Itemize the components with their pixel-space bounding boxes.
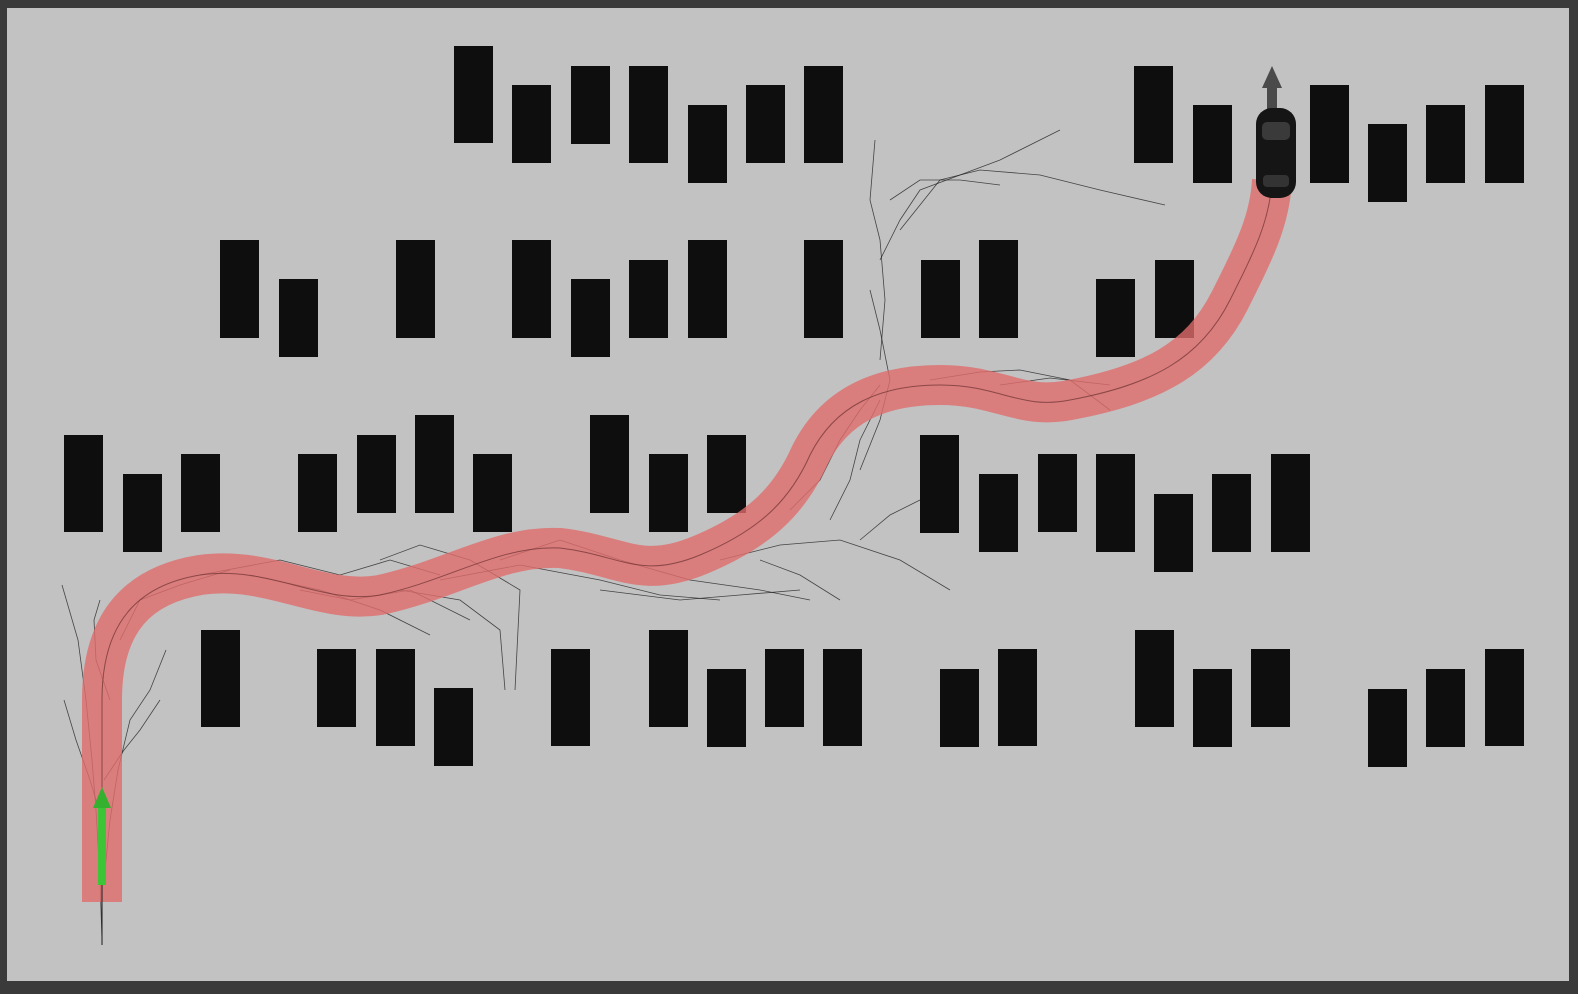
parked-car xyxy=(1271,454,1310,552)
parked-car xyxy=(1212,474,1251,552)
car-rear-window xyxy=(1263,175,1289,187)
parked-car xyxy=(1154,494,1193,572)
parked-car xyxy=(921,260,960,338)
parked-car xyxy=(979,240,1018,338)
parked-car xyxy=(317,649,356,727)
green-arrow-icon xyxy=(93,787,111,808)
parked-car xyxy=(571,66,610,144)
parked-car xyxy=(123,474,162,552)
parked-car xyxy=(1251,649,1290,727)
parked-car xyxy=(979,474,1018,552)
parked-car xyxy=(707,435,746,513)
parked-car xyxy=(649,454,688,532)
parked-car xyxy=(64,435,103,532)
parked-car xyxy=(1193,669,1232,747)
parked-car xyxy=(649,630,688,727)
parked-car xyxy=(1485,649,1524,746)
start-marker xyxy=(93,787,111,945)
parked-car xyxy=(571,279,610,357)
search-tree-branch xyxy=(879,129,1061,261)
goal-vehicle xyxy=(1256,66,1296,198)
search-tree-branch xyxy=(759,559,841,601)
parked-car xyxy=(454,46,493,143)
parked-car xyxy=(1310,85,1349,183)
parked-car xyxy=(1368,689,1407,767)
parked-car xyxy=(551,649,590,746)
parked-car xyxy=(512,85,551,163)
parked-car xyxy=(1155,260,1194,338)
search-tree-branch xyxy=(859,499,921,541)
search-tree-branch xyxy=(869,139,886,361)
parked-car xyxy=(629,260,668,338)
parked-car xyxy=(920,435,959,533)
parked-car xyxy=(1096,279,1135,357)
search-tree-branch xyxy=(719,539,951,591)
car-windshield xyxy=(1262,122,1290,140)
parked-car xyxy=(590,415,629,513)
parked-car xyxy=(512,240,551,338)
planned-path-centerline xyxy=(101,179,1273,902)
parked-car xyxy=(396,240,435,338)
start-arrow-shaft xyxy=(98,805,106,885)
parked-car xyxy=(1368,124,1407,202)
parked-car xyxy=(688,105,727,183)
parked-car xyxy=(746,85,785,163)
up-arrow-icon xyxy=(1262,66,1282,88)
search-tree-branch xyxy=(889,179,1001,201)
parked-car xyxy=(1134,66,1173,163)
parked-car xyxy=(1096,454,1135,552)
parked-car xyxy=(1426,105,1465,183)
parked-car xyxy=(1193,105,1232,183)
parked-car xyxy=(998,649,1037,746)
parked-car xyxy=(707,669,746,747)
search-tree-branch xyxy=(899,169,1166,231)
parked-car xyxy=(1485,85,1524,183)
goal-arrow-shaft xyxy=(1267,86,1277,116)
parked-car xyxy=(279,279,318,357)
parked-cars-layer xyxy=(64,46,1524,767)
parked-car xyxy=(1426,669,1465,747)
parked-car xyxy=(220,240,259,338)
parked-car xyxy=(434,688,473,766)
parked-car xyxy=(298,454,337,532)
parked-car xyxy=(1038,454,1077,532)
parked-car xyxy=(765,649,804,727)
parked-car xyxy=(357,435,396,513)
search-tree-branch xyxy=(599,589,801,601)
search-tree-branch xyxy=(829,399,881,521)
parked-car xyxy=(473,454,512,532)
parked-car xyxy=(181,454,220,532)
parked-car xyxy=(629,66,668,163)
parked-car xyxy=(201,630,240,727)
parked-car xyxy=(376,649,415,746)
parked-car xyxy=(415,415,454,513)
parked-car xyxy=(804,240,843,338)
planned-path xyxy=(82,178,1292,902)
parked-car xyxy=(823,649,862,746)
parked-car xyxy=(940,669,979,747)
parked-car xyxy=(1135,630,1174,727)
parked-car xyxy=(804,66,843,163)
parked-car xyxy=(688,240,727,338)
